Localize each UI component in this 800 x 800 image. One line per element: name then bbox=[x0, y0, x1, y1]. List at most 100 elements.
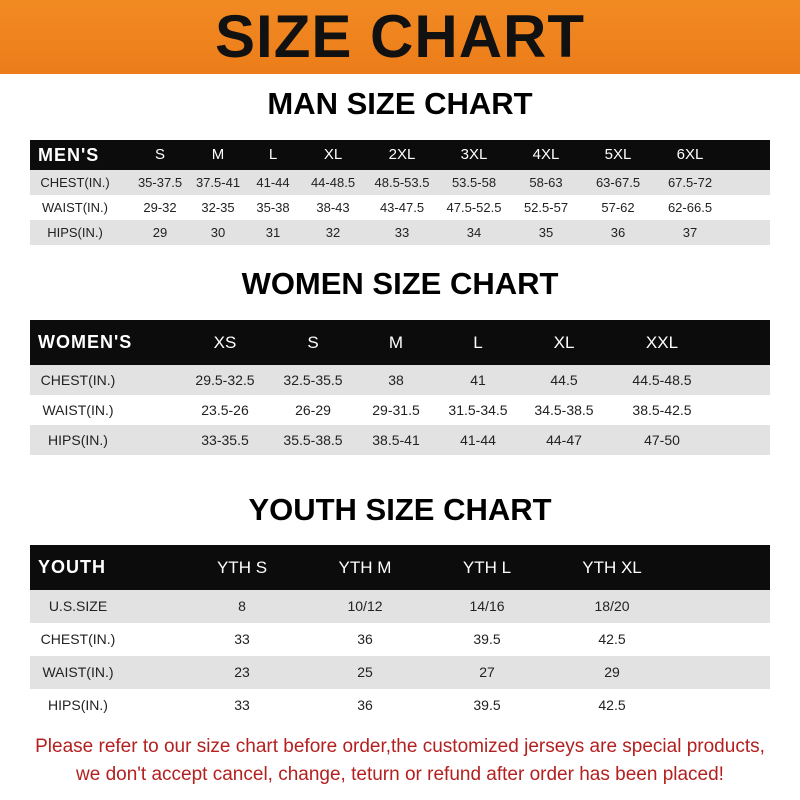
measurement-cell: 41 bbox=[470, 372, 486, 388]
men-chart-title: MAN SIZE CHART bbox=[267, 86, 533, 121]
women-chart-title: WOMEN SIZE CHART bbox=[241, 266, 559, 301]
men-size-table: MEN'S S M L XL 2XL 3XL 4XL 5XL 6XL CHEST(IN.) 35-37… bbox=[30, 140, 770, 245]
youth-size-table: YOUTH YTH S YTH M YTH L YTH XL U.S.SIZE 8 10/12… bbox=[30, 545, 770, 722]
measurement-cell: 18/20 bbox=[594, 598, 630, 614]
notice-line-2: we don't accept cancel, change, teturn o… bbox=[76, 764, 724, 785]
measurement-cell: 63-67.5 bbox=[595, 175, 641, 190]
measurement-cell: 67.5-72 bbox=[667, 175, 713, 190]
table-row: CHEST(IN.) 35-37.5 37.5-41 41-44 44-48.5 48.5… bbox=[30, 170, 770, 195]
youth-header-row: YOUTH YTH S YTH M YTH L YTH XL bbox=[30, 545, 770, 590]
men-header-row: MEN'S S M L XL 2XL 3XL 4XL 5XL 6XL bbox=[30, 140, 770, 170]
size-header: 4XL bbox=[532, 146, 560, 163]
table-row: HIPS(IN.) 33 36 39.5 42.5 bbox=[30, 689, 770, 722]
measurement-cell: 36 bbox=[357, 631, 373, 647]
measurement-cell: 32 bbox=[325, 225, 341, 240]
measurement-cell: 36 bbox=[610, 225, 626, 240]
measurement-cell: 38.5-42.5 bbox=[632, 402, 692, 418]
table-row: CHEST(IN.) 29.5-32.5 32.5-35.5 38 41 44.5 44.5… bbox=[30, 365, 770, 395]
measurement-cell: 48.5-53.5 bbox=[374, 175, 430, 190]
size-header: 6XL bbox=[676, 146, 704, 163]
measurement-cell: 36 bbox=[357, 697, 373, 713]
measurement-cell: 30 bbox=[210, 225, 226, 240]
women-size-table: WOMEN'S XS S M L XL XXL CHEST(IN.) 29.5-32.5 32.5… bbox=[30, 320, 770, 455]
women-header-label: WOMEN'S bbox=[38, 332, 133, 352]
measurement-cell: 35-37.5 bbox=[137, 175, 183, 190]
measurement-cell: 62-66.5 bbox=[667, 200, 713, 215]
measurement-cell: 29-31.5 bbox=[372, 402, 420, 418]
measurement-cell: 32.5-35.5 bbox=[283, 372, 343, 388]
measurement-cell: 14/16 bbox=[469, 598, 505, 614]
measurement-cell: 58-63 bbox=[529, 175, 563, 190]
measurement-cell: 34.5-38.5 bbox=[534, 402, 594, 418]
row-label: HIPS(IN.) bbox=[48, 432, 108, 448]
measurement-cell: 38 bbox=[388, 372, 404, 388]
table-row: HIPS(IN.) 33-35.5 35.5-38.5 38.5-41 41-44 44-… bbox=[30, 425, 770, 455]
measurement-cell: 25 bbox=[357, 664, 373, 680]
size-header: XXL bbox=[645, 333, 679, 352]
size-header: XS bbox=[213, 333, 237, 352]
measurement-cell: 39.5 bbox=[473, 631, 501, 647]
measurement-cell: 37 bbox=[682, 225, 698, 240]
measurement-cell: 41-44 bbox=[460, 432, 496, 448]
measurement-cell: 33 bbox=[394, 225, 410, 240]
measurement-cell: 44-48.5 bbox=[310, 175, 356, 190]
men-header-label: MEN'S bbox=[38, 145, 100, 165]
size-header: 2XL bbox=[388, 146, 416, 163]
measurement-cell: 29 bbox=[152, 225, 168, 240]
measurement-cell: 23 bbox=[234, 664, 250, 680]
row-label: HIPS(IN.) bbox=[47, 225, 103, 240]
size-header: M bbox=[211, 146, 225, 163]
measurement-cell: 27 bbox=[479, 664, 495, 680]
measurement-cell: 29-32 bbox=[143, 200, 177, 215]
measurement-cell: 10/12 bbox=[347, 598, 383, 614]
table-row: U.S.SIZE 8 10/12 14/16 18/20 bbox=[30, 590, 770, 623]
row-label: WAIST(IN.) bbox=[42, 664, 114, 680]
size-header: S bbox=[154, 146, 166, 163]
size-header: XL bbox=[323, 146, 343, 163]
measurement-cell: 35-38 bbox=[256, 200, 290, 215]
measurement-cell: 47.5-52.5 bbox=[446, 200, 502, 215]
size-header: 5XL bbox=[604, 146, 632, 163]
measurement-cell: 35.5-38.5 bbox=[283, 432, 343, 448]
row-label: WAIST(IN.) bbox=[42, 200, 108, 215]
measurement-cell: 38-43 bbox=[316, 200, 350, 215]
measurement-cell: 31 bbox=[265, 225, 281, 240]
size-header: YTH XL bbox=[582, 558, 642, 577]
table-row: WAIST(IN.) 23 25 27 29 bbox=[30, 656, 770, 689]
size-header: S bbox=[307, 333, 319, 352]
measurement-cell: 31.5-34.5 bbox=[448, 402, 508, 418]
size-header: M bbox=[388, 333, 404, 352]
row-label: CHEST(IN.) bbox=[40, 631, 116, 647]
table-row: HIPS(IN.) 29 30 31 32 33 34 35 36 37 bbox=[30, 220, 770, 245]
youth-chart-title: YOUTH SIZE CHART bbox=[248, 492, 552, 527]
row-label: U.S.SIZE bbox=[48, 598, 108, 614]
measurement-cell: 26-29 bbox=[295, 402, 331, 418]
size-header: YTH S bbox=[216, 558, 268, 577]
measurement-cell: 42.5 bbox=[598, 631, 626, 647]
title-banner: SIZE CHART bbox=[0, 0, 800, 74]
measurement-cell: 23.5-26 bbox=[201, 402, 249, 418]
measurement-cell: 44.5 bbox=[550, 372, 578, 388]
row-label: WAIST(IN.) bbox=[42, 402, 114, 418]
measurement-cell: 8 bbox=[238, 598, 246, 614]
measurement-cell: 29.5-32.5 bbox=[195, 372, 255, 388]
women-header-row: WOMEN'S XS S M L XL XXL bbox=[30, 320, 770, 365]
size-header: XL bbox=[553, 333, 575, 352]
measurement-cell: 32-35 bbox=[201, 200, 235, 215]
size-header: 3XL bbox=[460, 146, 488, 163]
measurement-cell: 52.5-57 bbox=[523, 200, 569, 215]
row-label: CHEST(IN.) bbox=[40, 175, 110, 190]
table-row: WAIST(IN.) 23.5-26 26-29 29-31.5 31.5-34.5 34… bbox=[30, 395, 770, 425]
measurement-cell: 34 bbox=[466, 225, 482, 240]
notice-line-1: Please refer to our size chart before or… bbox=[35, 736, 765, 757]
measurement-cell: 41-44 bbox=[256, 175, 290, 190]
table-row: CHEST(IN.) 33 36 39.5 42.5 bbox=[30, 623, 770, 656]
measurement-cell: 39.5 bbox=[473, 697, 501, 713]
table-row: WAIST(IN.) 29-32 32-35 35-38 38-43 43-47.5 47.… bbox=[30, 195, 770, 220]
measurement-cell: 33-35.5 bbox=[201, 432, 249, 448]
measurement-cell: 33 bbox=[234, 697, 250, 713]
measurement-cell: 44-47 bbox=[546, 432, 582, 448]
row-label: CHEST(IN.) bbox=[40, 372, 116, 388]
measurement-cell: 35 bbox=[538, 225, 554, 240]
size-header: YTH L bbox=[462, 558, 512, 577]
